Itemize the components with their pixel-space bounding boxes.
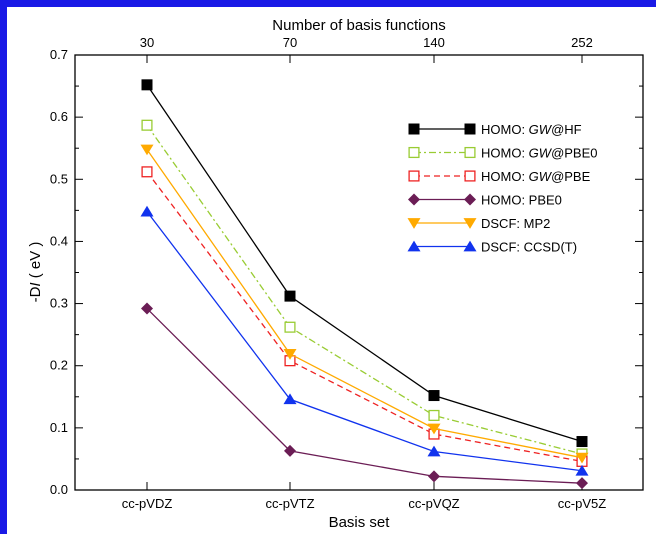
- top-tick-label: 252: [571, 35, 593, 50]
- legend-item: HOMO: PBE0: [408, 193, 562, 208]
- series-5: [140, 205, 589, 476]
- legend-label: HOMO: GW@PBE0: [481, 146, 598, 161]
- legend-label: HOMO: GW@HF: [481, 122, 582, 137]
- top-tick-label: 140: [423, 35, 445, 50]
- data-point: [140, 144, 154, 156]
- legend: HOMO: GW@HF HOMO: GW@PBE0 HOMO: GW@PBE HOMO…: [407, 122, 598, 255]
- series-line: [146, 171, 583, 463]
- legend-marker: [464, 123, 476, 135]
- series-layer: [140, 79, 589, 490]
- legend-item: HOMO: GW@HF: [408, 122, 582, 137]
- y-tick-label: 0.5: [50, 171, 68, 186]
- x-tick-label: cc-pVDZ: [122, 496, 173, 511]
- y-tick-label: 0.3: [50, 296, 68, 311]
- legend-marker: [464, 170, 476, 182]
- data-point: [141, 166, 153, 178]
- legend-item: DSCF: CCSD(T): [407, 240, 577, 255]
- data-point: [283, 349, 297, 360]
- data-point: [576, 477, 588, 490]
- legend-marker: [463, 218, 477, 229]
- x-tick-label: cc-pVTZ: [265, 496, 314, 511]
- top-tick-label: 70: [283, 35, 297, 50]
- y-tick-label: 0.0: [50, 482, 68, 497]
- data-point: [284, 321, 296, 333]
- x-tick-label: cc-pV5Z: [558, 496, 606, 511]
- y-axis-title: -DI ( eV ): [27, 242, 44, 303]
- axis-ticks: 0.0 0.1 0.2 0.3 0.4 0.5 0.6 0.7 cc-pVDZ 30 cc-pVTZ…: [50, 35, 643, 511]
- data-point: [141, 79, 153, 91]
- data-point: [284, 290, 296, 302]
- y-tick-label: 0.2: [50, 358, 68, 373]
- legend-marker: [463, 240, 477, 252]
- series-4: [140, 144, 589, 464]
- legend-label: HOMO: PBE0: [481, 193, 562, 208]
- y-tick-label: 0.6: [50, 109, 68, 124]
- data-point: [575, 464, 589, 476]
- plot-area: [74, 54, 644, 491]
- series-line: [146, 211, 583, 472]
- data-point: [575, 452, 589, 464]
- series-line: [146, 124, 583, 455]
- legend-item: HOMO: GW@PBE0: [408, 146, 598, 161]
- legend-marker: [408, 146, 420, 159]
- series-line: [146, 308, 583, 484]
- series-0: [141, 79, 588, 448]
- data-point: [284, 444, 296, 457]
- series-line: [146, 84, 583, 443]
- data-point: [141, 119, 153, 131]
- legend-marker: [408, 193, 420, 206]
- legend-label: DSCF: MP2: [481, 216, 550, 231]
- series-line: [146, 149, 583, 459]
- legend-marker: [408, 170, 420, 182]
- legend-marker: [408, 123, 420, 135]
- x-axis-title: Basis set: [329, 514, 391, 531]
- legend-marker: [464, 146, 476, 159]
- top-tick-label: 30: [140, 35, 154, 50]
- legend-marker: [407, 218, 421, 229]
- y-tick-label: 0.4: [50, 233, 68, 248]
- data-point: [428, 470, 440, 483]
- data-point: [427, 423, 441, 435]
- data-point: [283, 393, 297, 405]
- data-point: [428, 409, 440, 421]
- legend-label: DSCF: CCSD(T): [481, 240, 577, 255]
- data-point: [140, 205, 154, 217]
- legend-marker: [464, 193, 476, 206]
- data-point: [576, 436, 588, 448]
- data-point: [427, 445, 441, 457]
- legend-marker: [407, 240, 421, 252]
- y-tick-label: 0.1: [50, 420, 68, 435]
- data-point: [141, 302, 153, 315]
- data-point: [428, 390, 440, 402]
- legend-item: HOMO: GW@PBE: [408, 169, 591, 184]
- x-tick-label: cc-pVQZ: [408, 496, 459, 511]
- legend-label: HOMO: GW@PBE: [481, 169, 591, 184]
- top-axis-title: Number of basis functions: [272, 17, 445, 34]
- y-tick-label: 0.7: [50, 47, 68, 62]
- legend-item: DSCF: MP2: [407, 216, 550, 231]
- series-3: [141, 302, 588, 490]
